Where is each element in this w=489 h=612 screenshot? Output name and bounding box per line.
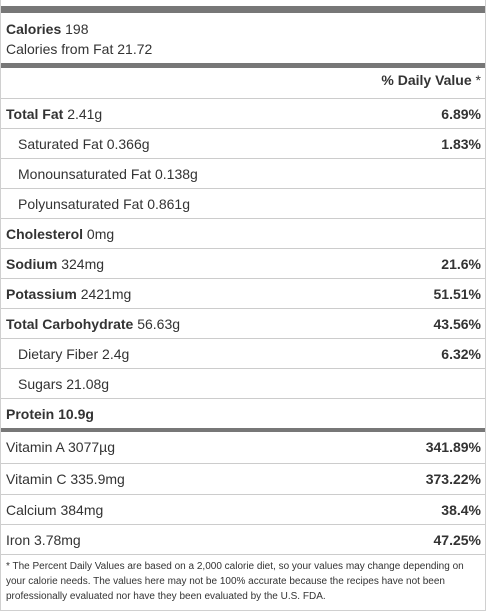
nutrient-pct: 6.89%	[441, 106, 481, 122]
nutrient-pct: 43.56%	[433, 316, 481, 332]
calories-value: 198	[65, 21, 89, 37]
nutrient-name: Total Fat	[6, 106, 64, 122]
calories-from-fat-line: Calories from Fat 21.72	[6, 39, 152, 59]
nutrient-row-iron: Iron 3.78mg 47.25%	[1, 524, 485, 554]
nutrient-amount: 56.63g	[137, 316, 181, 332]
nutrient-amount: 2.4g	[102, 346, 130, 362]
footnote-rule	[1, 554, 485, 555]
nutrient-amount: 2.41g	[67, 106, 103, 122]
nutrient-row-sodium: Sodium 324mg 21.6%	[1, 248, 485, 278]
calories-from-fat-label: Calories from Fat	[6, 41, 114, 57]
nutrient-pct: 51.51%	[433, 286, 481, 302]
nutrient-amount: 10.9g	[58, 406, 94, 422]
daily-value-header: % Daily Value *	[381, 72, 481, 88]
nutrient-row-protein: Protein 10.9g	[1, 398, 485, 428]
nutrient-amount: 0.138g	[154, 166, 198, 182]
nutrient-row-total-fat: Total Fat 2.41g 6.89%	[1, 98, 485, 128]
nutrient-row-vitamin-c: Vitamin C 335.9mg 373.22%	[1, 463, 485, 493]
nutrient-name: Cholesterol	[6, 226, 84, 242]
mid-rule	[1, 63, 485, 68]
nutrient-row-sugars: Sugars 21.08g	[1, 368, 485, 398]
nutrient-pct: 21.6%	[441, 256, 481, 272]
nutrient-row-dietary-fiber: Dietary Fiber 2.4g 6.32%	[1, 338, 485, 368]
daily-value-label: % Daily Value	[381, 72, 472, 88]
nutrient-pct: 341.89%	[425, 439, 481, 455]
nutrient-amount: 2421mg	[80, 286, 132, 302]
nutrient-name: Sodium	[6, 256, 58, 272]
nutrient-name: Sugars	[18, 376, 63, 392]
nutrient-row-monounsaturated-fat: Monounsaturated Fat 0.138g	[1, 158, 485, 188]
nutrient-row-polyunsaturated-fat: Polyunsaturated Fat 0.861g	[1, 188, 485, 218]
nutrient-row-potassium: Potassium 2421mg 51.51%	[1, 278, 485, 308]
nutrient-name: Monounsaturated Fat	[18, 166, 152, 182]
footnote: * The Percent Daily Values are based on …	[6, 561, 464, 602]
nutrient-amount: 0.861g	[147, 196, 191, 212]
nutrient-amount: 384mg	[60, 502, 104, 518]
nutrient-row-total-carbohydrate: Total Carbohydrate 56.63g 43.56%	[1, 308, 485, 338]
nutrient-amount: 21.08g	[66, 376, 110, 392]
daily-value-star: *	[475, 72, 481, 88]
nutrient-amount: 335.9mg	[70, 471, 125, 487]
calories-line: Calories 198	[6, 19, 152, 39]
nutrient-name: Dietary Fiber	[18, 346, 99, 362]
nutrient-pct: 6.32%	[441, 346, 481, 362]
nutrient-pct: 373.22%	[425, 471, 481, 487]
nutrient-amount: 3077µg	[68, 439, 116, 455]
nutrient-name: Vitamin C	[6, 471, 67, 487]
top-rule	[1, 6, 485, 13]
nutrient-row-calcium: Calcium 384mg 38.4%	[1, 494, 485, 524]
nutrient-name: Vitamin A	[6, 439, 65, 455]
nutrient-name: Protein	[6, 406, 55, 422]
nutrient-name: Polyunsaturated Fat	[18, 196, 144, 212]
calories-block: Calories 198 Calories from Fat 21.72	[6, 19, 152, 59]
nutrient-name: Iron	[6, 532, 31, 548]
nutrient-amount: 0mg	[86, 226, 115, 242]
nutrient-name: Potassium	[6, 286, 77, 302]
nutrient-pct: 47.25%	[433, 532, 481, 548]
nutrient-row-vitamin-a: Vitamin A 3077µg 341.89%	[1, 432, 485, 462]
calories-from-fat-value: 21.72	[117, 41, 153, 57]
calories-label: Calories	[6, 21, 62, 37]
nutrient-row-saturated-fat: Saturated Fat 0.366g 1.83%	[1, 128, 485, 158]
nutrient-name: Saturated Fat	[18, 136, 103, 152]
nutrient-amount: 0.366g	[106, 136, 150, 152]
nutrient-amount: 324mg	[61, 256, 105, 272]
nutrient-name: Total Carbohydrate	[6, 316, 134, 332]
nutrient-row-cholesterol: Cholesterol 0mg	[1, 218, 485, 248]
nutrient-pct: 38.4%	[441, 502, 481, 518]
vitamin-rule	[1, 428, 485, 432]
nutrient-pct: 1.83%	[441, 136, 481, 152]
nutrient-name: Calcium	[6, 502, 57, 518]
nutrient-amount: 3.78mg	[34, 532, 81, 548]
